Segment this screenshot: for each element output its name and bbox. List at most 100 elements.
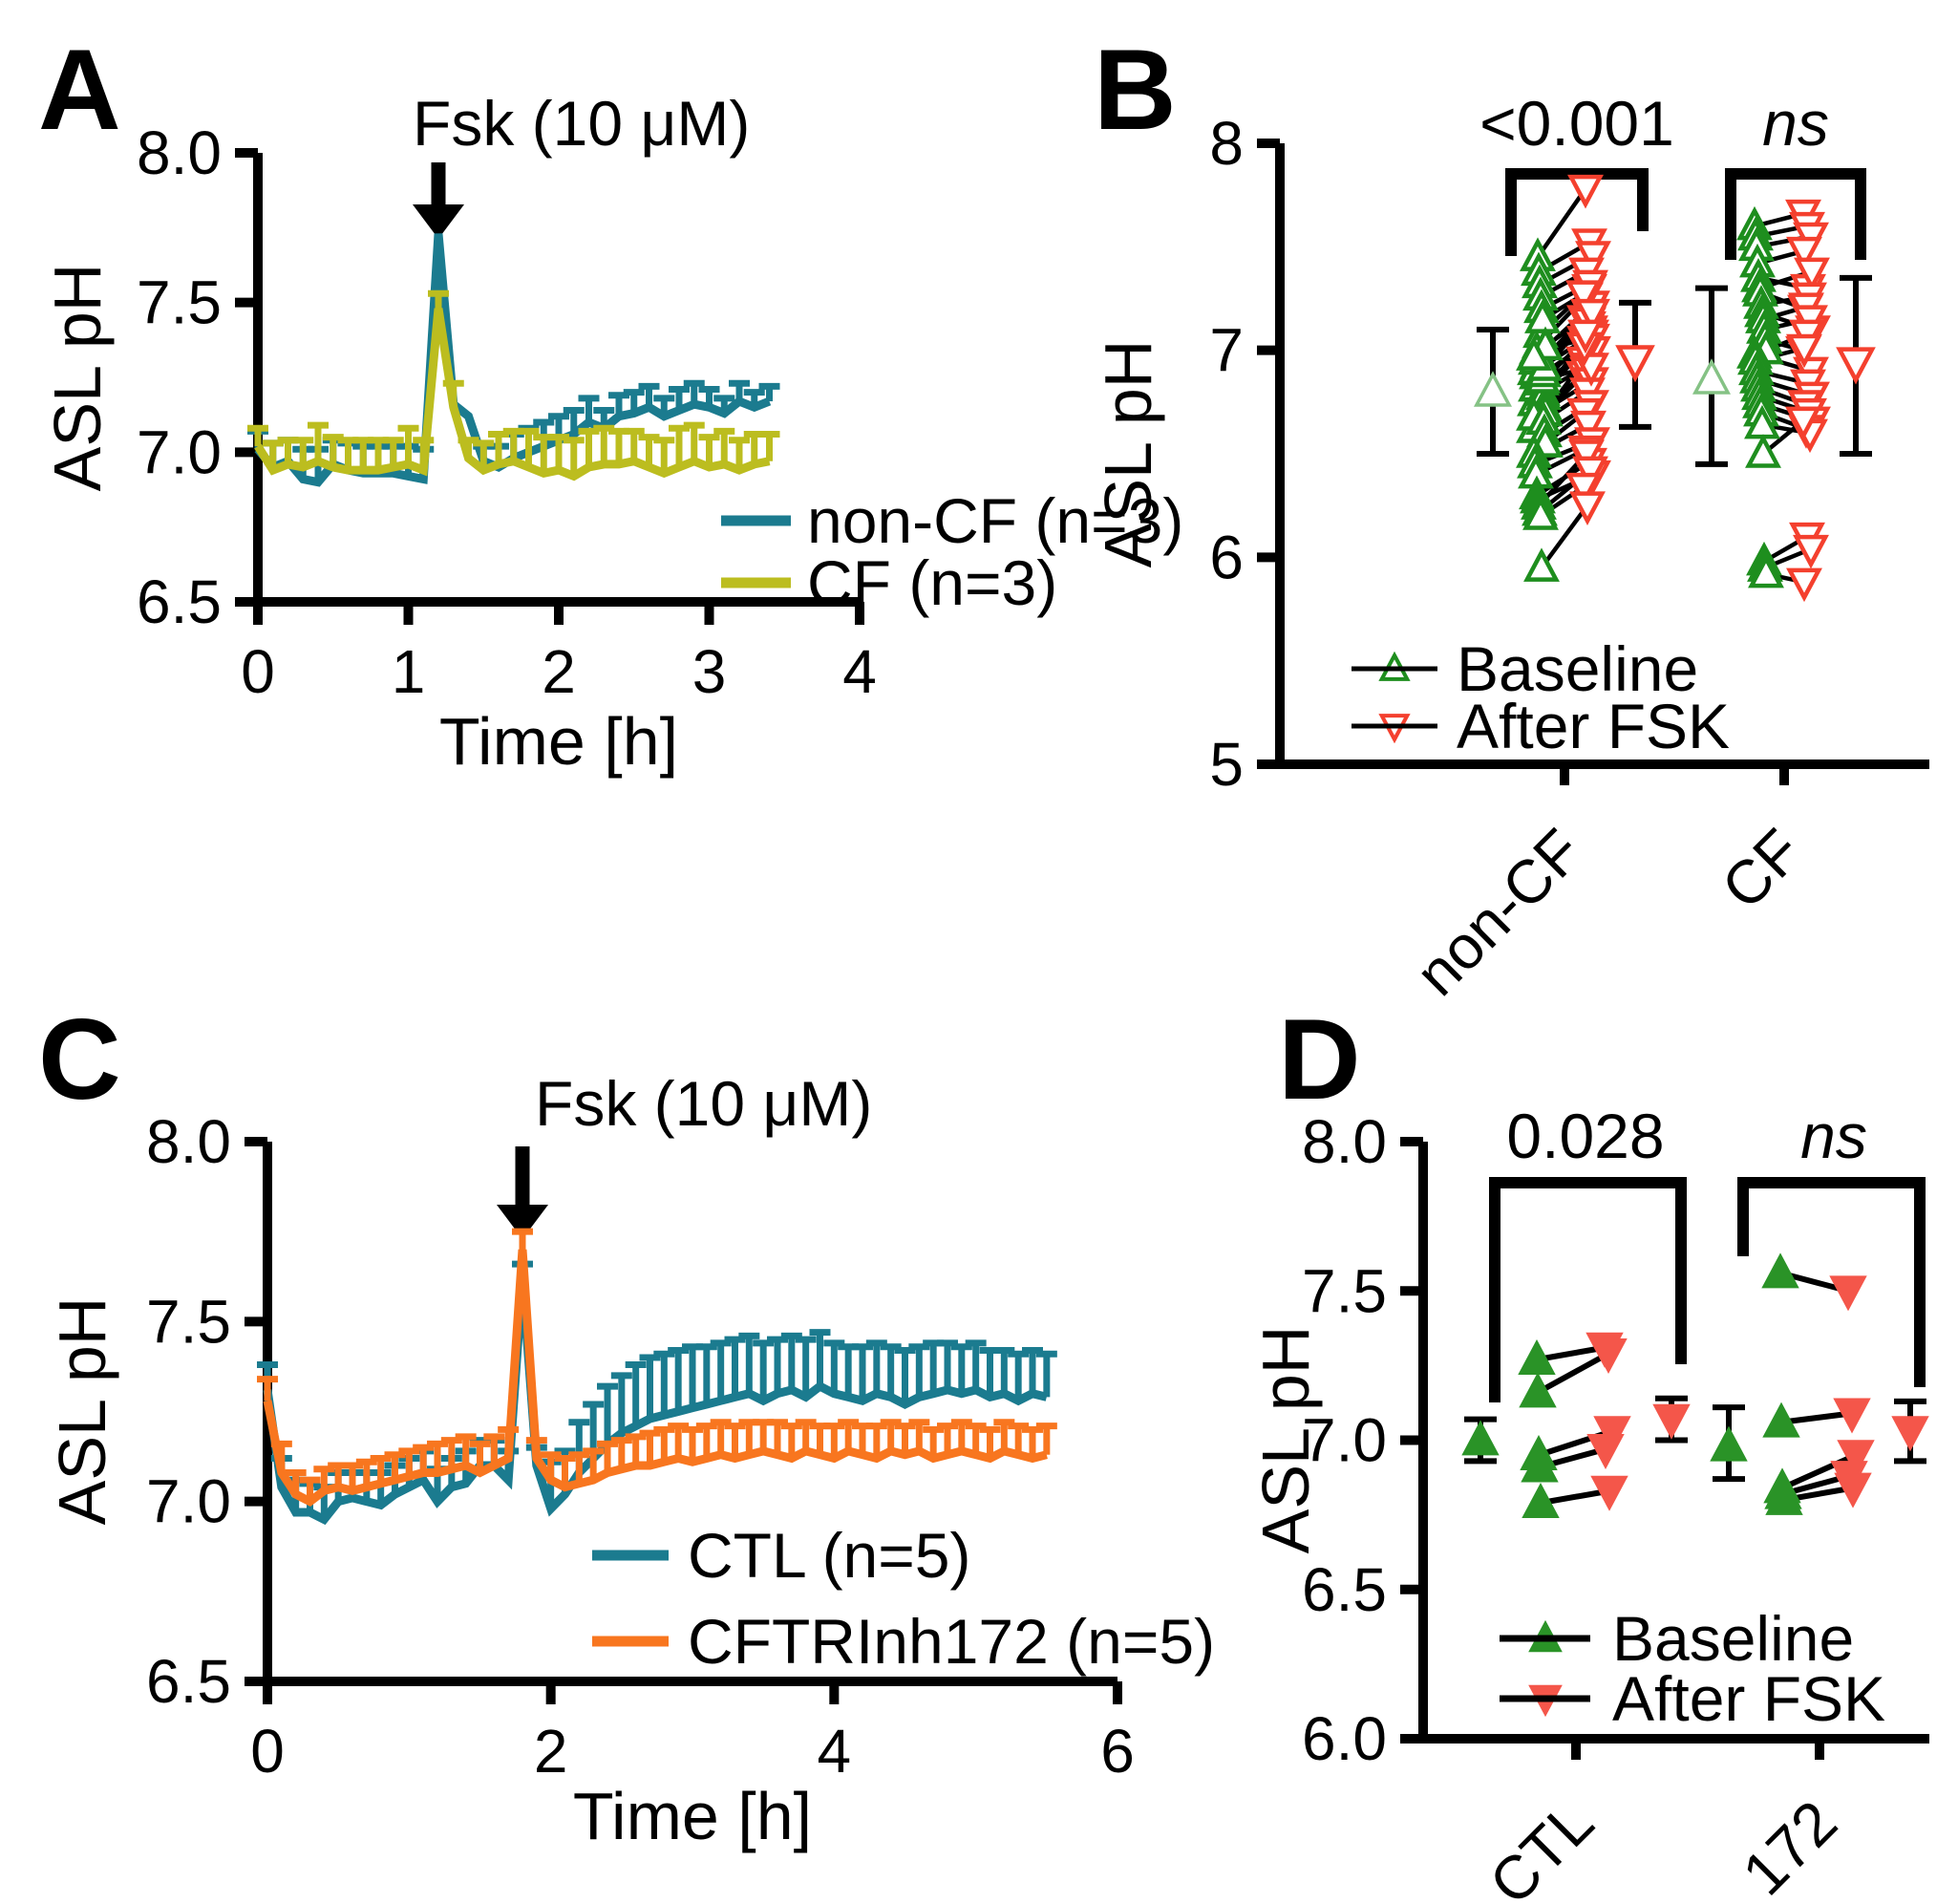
- legend-A: non-CF (n=3) CF (n=3): [721, 485, 1183, 618]
- x-tick-label: 4: [818, 1717, 852, 1786]
- x-tick-label: 0: [241, 637, 275, 706]
- series-line-CF-n-3-: [254, 308, 771, 481]
- afterfsk-marker: [1575, 241, 1611, 275]
- plot-area-B: 5 6 7 8: [1209, 109, 1929, 799]
- fsk-annotation-C: Fsk (10 μM): [535, 1068, 872, 1139]
- plot-area-C: 6.5 7.0 7.5 8.0 0 2 4 6: [146, 1107, 1135, 1786]
- p-value-CF: ns: [1762, 88, 1829, 159]
- legend-label-afterfsk: After FSK: [1612, 1663, 1885, 1734]
- afterfsk-marker: [1565, 472, 1602, 507]
- afterfsk-marker: [1568, 439, 1605, 474]
- series-line-CTL-n-5-: [263, 1277, 1048, 1526]
- y-tick-label: 6.5: [146, 1647, 231, 1716]
- y-tick-label: 8.0: [137, 118, 222, 187]
- baseline-marker: [1523, 547, 1560, 582]
- mean-marker-afterfsk: [1836, 347, 1876, 385]
- panel-label-D: D: [1278, 995, 1361, 1123]
- legend-label-CF: CF (n=3): [807, 547, 1057, 618]
- plot-area-A: 6.5 7.0 7.5 8.0 0 1 2 3 4: [137, 118, 877, 706]
- plot-area-D: 6.0 6.5 7.0 7.5 8.0: [1302, 1107, 1929, 1773]
- baseline-marker: [1765, 1479, 1803, 1515]
- y-tick-label: 7.0: [137, 417, 222, 486]
- y-tick-label: 8: [1209, 109, 1244, 178]
- panel-D: D ASL pH 0.028 ns 6.0 6.5 7.0 7.5 8.0 CTL 17…: [1248, 995, 1929, 1904]
- x-axis-title-C: Time [h]: [573, 1779, 812, 1853]
- significance-bracket: [1725, 168, 1866, 260]
- baseline-marker: [1524, 299, 1561, 333]
- afterfsk-marker: [1829, 1275, 1867, 1312]
- pair-line: [1540, 1487, 1610, 1507]
- afterfsk-marker: [1572, 456, 1608, 491]
- fsk-arrow-head: [497, 1205, 548, 1239]
- mean-marker-baseline: [1473, 371, 1513, 407]
- afterfsk-marker: [1786, 333, 1822, 369]
- afterfsk-marker: [1794, 257, 1830, 292]
- baseline-marker: [1519, 1372, 1557, 1408]
- legend-D: Baseline After FSK: [1500, 1603, 1885, 1734]
- y-tick-label: 7.5: [1302, 1256, 1387, 1325]
- significance-bracket: [1489, 1177, 1687, 1402]
- pair-line: [1536, 187, 1587, 259]
- legend-B: Baseline After FSK: [1351, 633, 1730, 761]
- afterfsk-marker: [1786, 567, 1822, 603]
- panel-label-B: B: [1094, 26, 1177, 154]
- x-tick-label: 2: [534, 1717, 568, 1786]
- baseline-marker: [1522, 496, 1559, 530]
- mean-marker-baseline: [1692, 358, 1732, 395]
- p-value-nonCF: <0.001: [1479, 88, 1674, 159]
- afterfsk-marker: [1570, 410, 1607, 445]
- baseline-marker: [1745, 434, 1781, 468]
- afterfsk-marker: [1567, 319, 1604, 354]
- y-tick-label: 7.0: [146, 1467, 231, 1536]
- afterfsk-marker: [1574, 298, 1610, 333]
- legend-label-nonCF: non-CF (n=3): [807, 485, 1183, 556]
- y-tick-label: 8.0: [1302, 1107, 1387, 1176]
- y-tick-label: 6.0: [1302, 1704, 1387, 1773]
- group-label-CF: CF: [1709, 816, 1815, 922]
- mean-marker-baseline: [1710, 1425, 1748, 1462]
- afterfsk-marker: [1593, 1416, 1631, 1452]
- baseline-marker: [1522, 1483, 1560, 1518]
- y-tick-label: 6.5: [1302, 1555, 1387, 1624]
- baseline-marker: [1762, 1401, 1800, 1438]
- baseline-marker: [1521, 1446, 1559, 1483]
- series-line-CFTRInh172-n-5-: [263, 1249, 1048, 1508]
- baseline-marker: [1518, 1339, 1556, 1375]
- y-axis-title-A: ASL pH: [40, 264, 115, 492]
- legend-C: CTL (n=5) CFTRInh172 (n=5): [592, 1520, 1215, 1677]
- baseline-marker: [1761, 1252, 1799, 1289]
- group-label-CTL: CTL: [1476, 1787, 1606, 1904]
- significance-bracket: [1505, 168, 1649, 256]
- mean-marker-afterfsk: [1652, 1403, 1691, 1440]
- panel-label-C: C: [38, 995, 121, 1123]
- panel-C: C ASL pH Time [h] Fsk (10 μM) 6.5 7.0 7.5 8…: [38, 995, 1215, 1853]
- x-tick-label: 0: [250, 1717, 285, 1786]
- mean-marker-afterfsk: [1891, 1416, 1929, 1452]
- afterfsk-marker: [1786, 236, 1822, 271]
- y-tick-label: 7.5: [146, 1287, 231, 1356]
- mean-marker-baseline: [1461, 1420, 1500, 1456]
- y-tick-label: 5: [1209, 730, 1244, 799]
- pair-line: [1780, 1410, 1853, 1425]
- pair-line: [1536, 1344, 1606, 1363]
- afterfsk-marker: [1590, 1475, 1628, 1511]
- y-tick-label: 8.0: [146, 1107, 231, 1176]
- group-label-172: 172: [1729, 1787, 1849, 1904]
- afterfsk-marker: [1569, 491, 1606, 525]
- legend-label-baseline: Baseline: [1457, 633, 1698, 704]
- x-tick-label: 2: [542, 637, 576, 706]
- significance-bracket: [1737, 1177, 1926, 1387]
- fsk-arrow-head: [413, 204, 464, 239]
- x-tick-label: 4: [842, 637, 877, 706]
- afterfsk-marker: [1837, 1440, 1875, 1476]
- y-tick-label: 6: [1209, 523, 1244, 591]
- afterfsk-marker: [1793, 534, 1829, 569]
- p-value-172: ns: [1800, 1101, 1867, 1171]
- afterfsk-marker: [1785, 406, 1821, 441]
- legend-label-CFTRInh172: CFTRInh172 (n=5): [688, 1606, 1215, 1677]
- legend-label-baseline: Baseline: [1612, 1603, 1854, 1674]
- afterfsk-marker: [1565, 280, 1602, 314]
- afterfsk-marker: [1567, 174, 1604, 209]
